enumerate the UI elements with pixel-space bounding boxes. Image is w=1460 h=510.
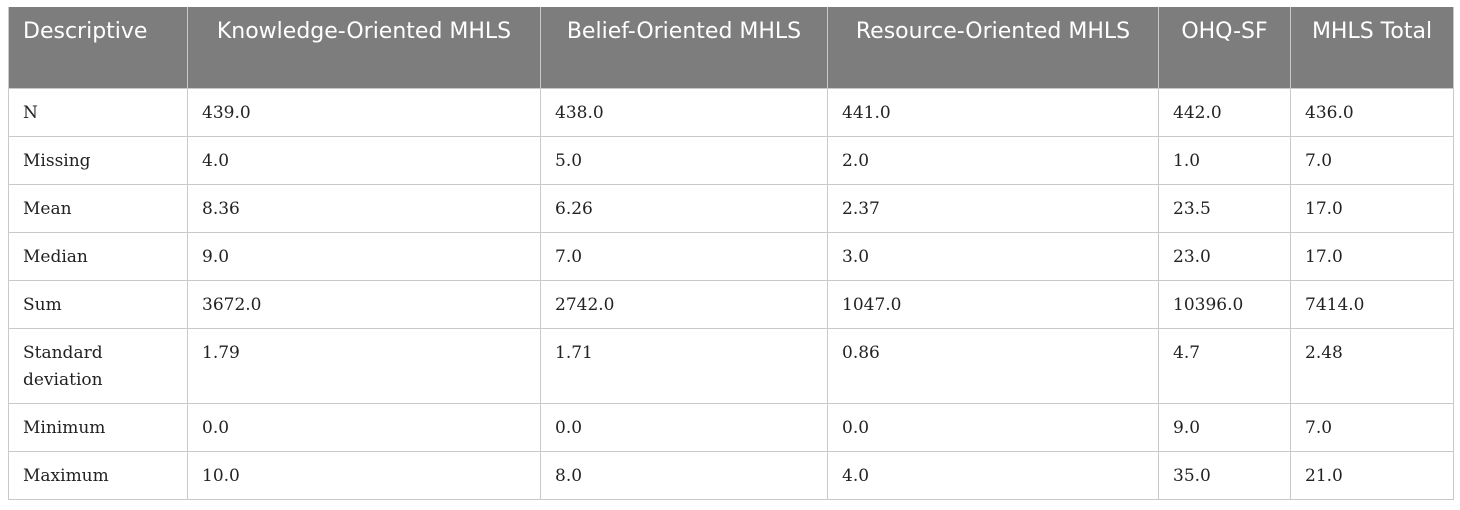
table-cell: 0.0 [187, 402, 541, 452]
table-cell: 2.37 [827, 183, 1159, 233]
table-cell: 17.0 [1290, 183, 1454, 233]
table-cell: 1.79 [187, 327, 541, 404]
table-cell: 439.0 [187, 87, 541, 137]
row-label: Missing [8, 135, 188, 185]
table-cell: 8.36 [187, 183, 541, 233]
table-row: N 439.0 438.0 441.0 442.0 436.0 [8, 87, 1454, 137]
descriptive-statistics-table: Descriptive Knowledge-Oriented MHLS Beli… [8, 7, 1454, 500]
table-cell: 0.0 [540, 402, 828, 452]
table-cell: 2742.0 [540, 279, 828, 329]
header-descriptive: Descriptive [8, 7, 188, 88]
row-label: Sum [8, 279, 188, 329]
table-cell: 0.86 [827, 327, 1159, 404]
table-row: Missing 4.0 5.0 2.0 1.0 7.0 [8, 135, 1454, 185]
table-cell: 442.0 [1158, 87, 1291, 137]
header-ohq-sf: OHQ-SF [1158, 7, 1291, 88]
table-cell: 9.0 [1158, 402, 1291, 452]
table-cell: 7.0 [1290, 135, 1454, 185]
table-cell: 9.0 [187, 231, 541, 281]
table-cell: 438.0 [540, 87, 828, 137]
table-cell: 1.71 [540, 327, 828, 404]
header-resource-oriented-mhls: Resource-Oriented MHLS [827, 7, 1159, 88]
table-cell: 35.0 [1158, 450, 1291, 500]
table-cell: 7.0 [1290, 402, 1454, 452]
table-cell: 10396.0 [1158, 279, 1291, 329]
table-cell: 5.0 [540, 135, 828, 185]
table-cell: 436.0 [1290, 87, 1454, 137]
table-cell: 23.5 [1158, 183, 1291, 233]
table-row: Mean 8.36 6.26 2.37 23.5 17.0 [8, 183, 1454, 233]
table-cell: 23.0 [1158, 231, 1291, 281]
table-row: Minimum 0.0 0.0 0.0 9.0 7.0 [8, 402, 1454, 452]
table-row: Maximum 10.0 8.0 4.0 35.0 21.0 [8, 450, 1454, 500]
table-header-row: Descriptive Knowledge-Oriented MHLS Beli… [8, 7, 1454, 88]
header-belief-oriented-mhls: Belief-Oriented MHLS [540, 7, 828, 88]
header-knowledge-oriented-mhls: Knowledge-Oriented MHLS [187, 7, 541, 88]
table-row: Median 9.0 7.0 3.0 23.0 17.0 [8, 231, 1454, 281]
table-cell: 7414.0 [1290, 279, 1454, 329]
table-cell: 3672.0 [187, 279, 541, 329]
table-cell: 6.26 [540, 183, 828, 233]
table-cell: 17.0 [1290, 231, 1454, 281]
table-cell: 10.0 [187, 450, 541, 500]
row-label: Maximum [8, 450, 188, 500]
row-label: Minimum [8, 402, 188, 452]
table-cell: 21.0 [1290, 450, 1454, 500]
table-cell: 4.0 [187, 135, 541, 185]
row-label: N [8, 87, 188, 137]
table-cell: 1.0 [1158, 135, 1291, 185]
table-cell: 1047.0 [827, 279, 1159, 329]
table-cell: 441.0 [827, 87, 1159, 137]
table-cell: 2.0 [827, 135, 1159, 185]
table-row: Sum 3672.0 2742.0 1047.0 10396.0 7414.0 [8, 279, 1454, 329]
table-cell: 2.48 [1290, 327, 1454, 404]
table-cell: 7.0 [540, 231, 828, 281]
row-label: Standard deviation [8, 327, 188, 404]
table-cell: 0.0 [827, 402, 1159, 452]
table-row: Standard deviation 1.79 1.71 0.86 4.7 2.… [8, 327, 1454, 404]
table-cell: 4.0 [827, 450, 1159, 500]
row-label: Mean [8, 183, 188, 233]
table-cell: 4.7 [1158, 327, 1291, 404]
row-label: Median [8, 231, 188, 281]
header-mhls-total: MHLS Total [1290, 7, 1454, 88]
table-cell: 8.0 [540, 450, 828, 500]
table-cell: 3.0 [827, 231, 1159, 281]
